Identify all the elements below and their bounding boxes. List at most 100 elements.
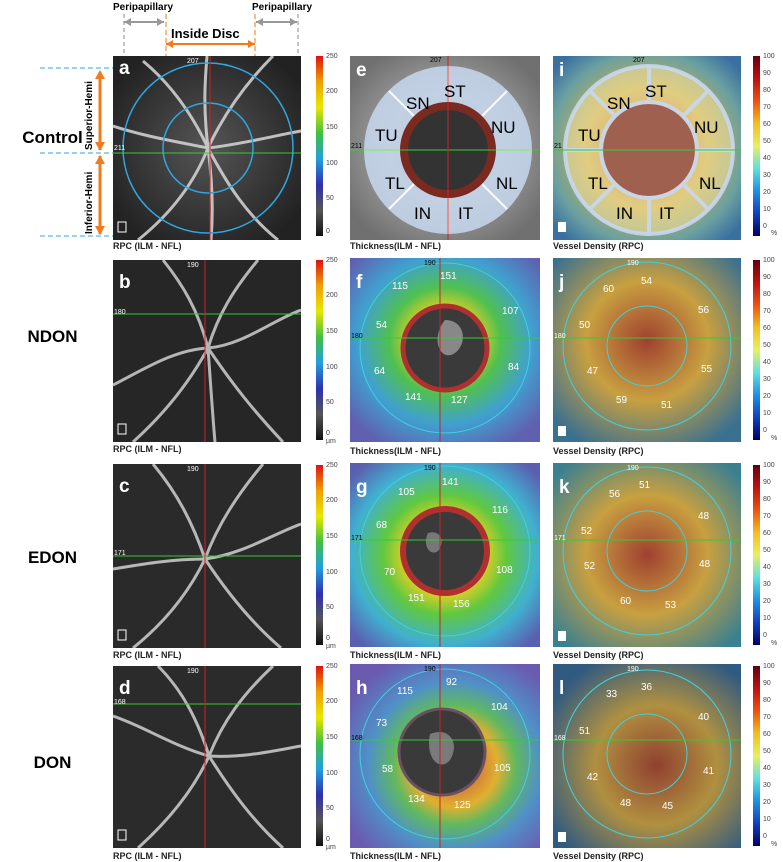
panel-d-rpc-don: d 190 168 <box>113 666 301 848</box>
value-nu: 56 <box>698 305 710 316</box>
scan-marker-top: 190 <box>627 465 639 472</box>
scan-marker-left: 171 <box>351 535 363 542</box>
value-sn: 115 <box>397 686 413 697</box>
panel-l-vessel-don: l 190 168 36 33 40 51 41 42 48 45 <box>553 664 741 848</box>
value-sn: 33 <box>606 689 618 700</box>
scan-marker-top: 190 <box>627 666 639 673</box>
value-st: 141 <box>442 477 459 488</box>
scan-marker-top: 207 <box>430 57 442 64</box>
value-in: 141 <box>405 392 422 403</box>
scan-marker-left: 180 <box>351 333 363 340</box>
row-label-don: DON <box>33 753 72 772</box>
scan-marker-top: 190 <box>187 262 199 269</box>
scan-marker-left: 21 <box>554 143 562 150</box>
value-tl: 42 <box>587 772 599 783</box>
value-st: 92 <box>446 677 458 688</box>
value-it: 127 <box>451 395 468 406</box>
panel-letter-f: f <box>356 272 363 293</box>
scan-marker-left: 168 <box>554 735 566 742</box>
sector-label-tl: TL <box>588 174 608 193</box>
inferior-hemi-label: Inferior-Hemi <box>84 171 95 234</box>
value-nu: 107 <box>502 306 519 317</box>
value-nl: 84 <box>508 362 520 373</box>
panel-letter-k: k <box>559 477 570 498</box>
panel-letter-c: c <box>119 476 130 497</box>
sector-label-nl: NL <box>496 174 518 193</box>
value-sn: 56 <box>609 489 621 500</box>
value-nu: 116 <box>492 505 508 516</box>
sector-label-nu: NU <box>694 118 719 137</box>
value-tl: 52 <box>584 561 596 572</box>
caption-thickness: Thickness(ILM - NFL) <box>350 650 442 660</box>
caption-rpc: RPC (ILM - NFL) <box>113 851 182 861</box>
scan-marker-left: 211 <box>114 145 126 152</box>
value-tu: 68 <box>376 520 388 531</box>
sector-label-it: IT <box>458 204 474 223</box>
panel-letter-b: b <box>119 272 131 293</box>
value-it: 156 <box>453 599 470 610</box>
scan-marker-top: 207 <box>633 57 645 64</box>
panel-letter-g: g <box>356 477 368 498</box>
scan-marker-top: 190 <box>627 260 639 267</box>
value-nu: 40 <box>698 712 710 723</box>
scan-marker-left: 168 <box>351 735 363 742</box>
value-sn: 60 <box>603 284 615 295</box>
scan-marker-top: 190 <box>187 466 199 473</box>
panel-g-thickness-edon: g 190 171 141 105 116 68 108 70 151 156 <box>350 463 540 647</box>
value-tu: 51 <box>579 726 591 737</box>
caption-rpc: RPC (ILM - NFL) <box>113 650 182 660</box>
value-nl: 105 <box>494 763 511 774</box>
panel-letter-l: l <box>559 678 565 699</box>
value-nl: 41 <box>703 766 715 777</box>
value-it: 51 <box>661 400 673 411</box>
caption-rpc: RPC (ILM - NFL) <box>113 444 182 454</box>
inside-disc-label: Inside Disc <box>171 26 240 41</box>
panel-j-vessel-ndon: j 190 180 54 60 56 50 55 47 59 51 <box>553 258 741 442</box>
value-tu: 52 <box>581 526 593 537</box>
caption-vessel: Vessel Density (RPC) <box>553 650 644 660</box>
scan-marker-left: 168 <box>114 699 126 706</box>
value-it: 53 <box>665 600 677 611</box>
sector-label-in: IN <box>414 204 431 223</box>
panel-letter-a: a <box>119 58 130 79</box>
value-in: 59 <box>616 395 628 406</box>
value-st: 51 <box>639 480 651 491</box>
row-label-control: Control <box>22 128 83 147</box>
value-tu: 54 <box>376 320 388 331</box>
value-st: 36 <box>641 682 653 693</box>
value-tl: 47 <box>587 366 599 377</box>
scan-marker-left: 180 <box>114 309 126 316</box>
sector-label-tu: TU <box>578 126 601 145</box>
caption-vessel: Vessel Density (RPC) <box>553 241 644 251</box>
caption-vessel: Vessel Density (RPC) <box>553 851 644 861</box>
value-nu: 48 <box>698 511 710 522</box>
value-st: 151 <box>440 271 457 282</box>
value-tl: 58 <box>382 764 394 775</box>
caption-rpc: RPC (ILM - NFL) <box>113 241 182 251</box>
value-in: 48 <box>620 798 632 809</box>
scan-marker-top: 190 <box>424 260 436 267</box>
value-nl: 48 <box>699 559 711 570</box>
panel-i-vessel-control: i 207 21 ST SN NU TU NL TL IN IT <box>553 56 741 240</box>
caption-thickness: Thickness(ILM - NFL) <box>350 851 442 861</box>
value-tu: 50 <box>579 320 591 331</box>
panel-h-thickness-don: h 190 168 92 115 104 73 105 58 134 125 <box>350 664 540 848</box>
panel-letter-d: d <box>119 678 131 699</box>
scan-marker-top: 190 <box>424 666 436 673</box>
panel-b-rpc-ndon: b 190 180 <box>113 260 301 442</box>
scan-marker-top: 190 <box>424 465 436 472</box>
panel-letter-e: e <box>356 60 367 81</box>
value-it: 45 <box>662 801 674 812</box>
scan-marker-left: 180 <box>554 333 566 340</box>
row-label-edon: EDON <box>27 548 78 567</box>
value-nu: 104 <box>491 702 508 713</box>
panel-letter-i: i <box>559 60 565 81</box>
row-label-ndon: NDON <box>27 327 78 346</box>
peripapillary-right-label: Peripapillary <box>252 2 313 13</box>
sector-label-in: IN <box>616 204 633 223</box>
sector-label-st: ST <box>645 82 667 101</box>
sector-label-nu: NU <box>491 118 516 137</box>
sector-label-nl: NL <box>699 174 721 193</box>
value-nl: 108 <box>496 565 513 576</box>
scan-marker-left: 171 <box>554 535 566 542</box>
